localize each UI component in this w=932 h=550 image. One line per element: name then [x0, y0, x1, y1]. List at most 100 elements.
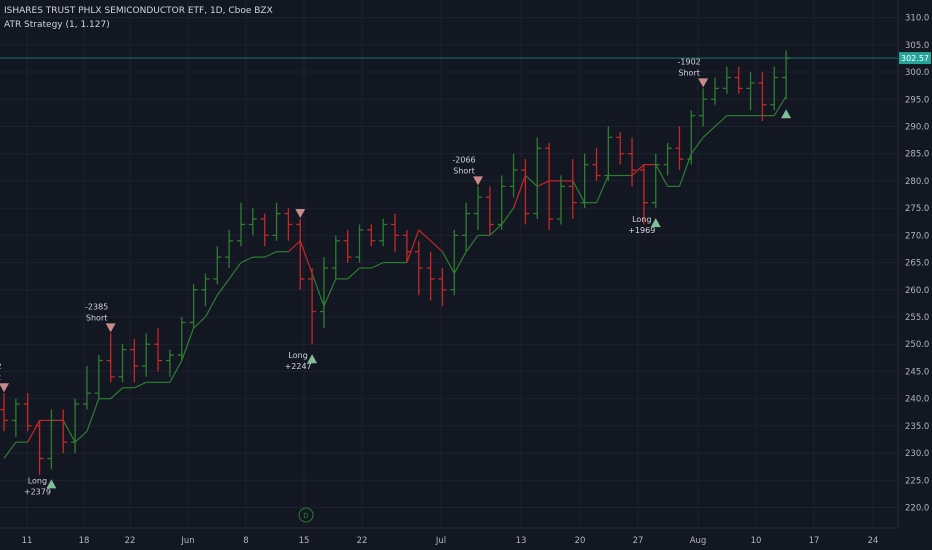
atr-stop-segment — [204, 294, 218, 318]
atr-stop-segment — [347, 267, 360, 280]
ohlc-bar — [628, 137, 637, 187]
atr-stop-segment — [524, 175, 538, 187]
long-arrow-icon — [307, 354, 318, 364]
short-arrow-icon — [0, 383, 9, 393]
trade-label: -1902 — [678, 57, 701, 66]
atr-stop-segment — [512, 175, 526, 209]
atr-stop-segment — [264, 251, 277, 258]
long-arrow-icon — [781, 109, 792, 119]
ohlc-bar — [118, 344, 127, 383]
x-tick-label: 20 — [575, 536, 586, 546]
dividend-circle — [298, 507, 314, 523]
ohlc-bar — [154, 327, 163, 372]
atr-stop-segment — [702, 126, 716, 138]
trade-label: Short — [0, 373, 1, 382]
ohlc-bar — [142, 333, 151, 377]
atr-stop-segment — [86, 398, 100, 432]
long-arrow-icon — [46, 479, 57, 489]
long-arrow-icon — [650, 218, 661, 228]
trade-label: -2385 — [85, 302, 108, 311]
y-tick-label: 260.0 — [905, 286, 929, 296]
price-badge — [899, 52, 931, 65]
atr-stop-segment — [631, 164, 645, 176]
atr-stop-segment — [3, 441, 17, 459]
ohlc-bar — [462, 202, 471, 252]
ohlc-bar — [746, 72, 755, 111]
atr-stop-segment — [240, 256, 254, 264]
ohlc-bar — [367, 224, 376, 247]
trade-label: Short — [678, 68, 699, 77]
ohlc-bar — [201, 273, 210, 307]
ohlc-bar — [699, 88, 708, 127]
atr-stop-segment — [110, 387, 123, 400]
ohlc-bar — [308, 268, 317, 345]
x-tick-label: 18 — [79, 536, 90, 546]
y-tick-label: 225.0 — [905, 476, 929, 486]
y-tick-label: 280.0 — [905, 177, 929, 187]
atr-stop-segment — [169, 360, 183, 383]
atr-stop-segment — [181, 327, 195, 361]
atr-stop-segment — [595, 175, 609, 203]
short-arrow-icon — [295, 209, 306, 219]
ohlc-bar — [248, 208, 257, 236]
dividend-letter: D — [303, 512, 308, 520]
atr-stop-segment — [74, 430, 88, 443]
y-tick-label: 220.0 — [905, 504, 929, 514]
ohlc-bar — [402, 229, 411, 263]
ohlc-bar — [165, 349, 174, 377]
ohlc-bar — [237, 202, 245, 247]
atr-stop-segment — [406, 229, 420, 263]
x-tick-label: 17 — [809, 536, 820, 546]
ohlc-bar — [450, 229, 459, 296]
ohlc-bar — [722, 66, 731, 94]
chart-legend: ISHARES TRUST PHLX SEMICONDUCTOR ETF, 1D… — [4, 4, 273, 32]
x-tick-label: Aug — [690, 536, 707, 546]
short-trade-marker: -2066 Short — [452, 155, 483, 186]
atr-stop-segment — [572, 180, 586, 203]
y-tick-label: 295.0 — [905, 95, 929, 105]
atr-stop-segment — [773, 95, 787, 116]
atr-stop-segment — [216, 278, 230, 296]
atr-stop-segment — [430, 240, 443, 253]
symbol-title[interactable]: ISHARES TRUST PHLX SEMICONDUCTOR ETF, 1D… — [4, 6, 273, 16]
ohlc-bar — [604, 126, 613, 181]
ohlc-bar — [35, 420, 44, 475]
ohlc-bar — [47, 409, 56, 470]
ohlc-bar — [734, 66, 743, 94]
x-tick-label: Jul — [435, 536, 446, 546]
y-tick-label: 270.0 — [905, 231, 929, 241]
atr-stop-segment — [453, 251, 467, 274]
x-tick-label: 8 — [243, 536, 248, 546]
ohlc-bar — [343, 229, 352, 263]
short-trade-marker: -2342 Short — [0, 362, 9, 393]
price-axis[interactable]: 220.0 225.0 230.0 235.0 240.0 245.0 250.0 255.0… — [0, 0, 931, 528]
ohlc-bar — [687, 110, 696, 165]
ohlc-bar — [414, 240, 423, 296]
atr-stop-segment — [690, 137, 704, 155]
y-tick-label: 250.0 — [905, 340, 929, 350]
x-tick-label: 13 — [516, 536, 527, 546]
atr-stop-segment — [441, 251, 455, 274]
strategy-title[interactable]: ATR Strategy (1, 1.127) — [4, 20, 110, 30]
ohlc-bar — [189, 284, 198, 328]
long-trade-marker: Long +2379 — [24, 476, 57, 496]
long-trade-marker: Long +2247 — [285, 351, 318, 371]
atr-stop-segment — [193, 316, 206, 329]
atr-stop-segment — [134, 381, 147, 389]
ohlc-bar — [71, 398, 80, 454]
ohlc-bar — [651, 153, 660, 209]
x-tick-label: 15 — [299, 536, 310, 546]
ohlc-bar — [509, 153, 518, 198]
ohlc-bar — [391, 213, 400, 252]
atr-stop-segment — [655, 164, 669, 187]
ohlc-bar — [130, 338, 139, 383]
long-trade-marker: Long +1969 — [628, 215, 661, 235]
trade-label: Long — [28, 476, 47, 485]
ohlc-bar — [711, 77, 719, 105]
atr-stop-segment — [62, 420, 76, 443]
y-tick-label: 245.0 — [905, 367, 929, 377]
atr-stop-segment — [489, 224, 503, 236]
time-axis[interactable]: 11 18 22 Jun 8 15 22 Jul 13 20 27 Aug 10 17 24 — [0, 527, 898, 546]
price-badge-label: 302.57 — [901, 54, 929, 63]
